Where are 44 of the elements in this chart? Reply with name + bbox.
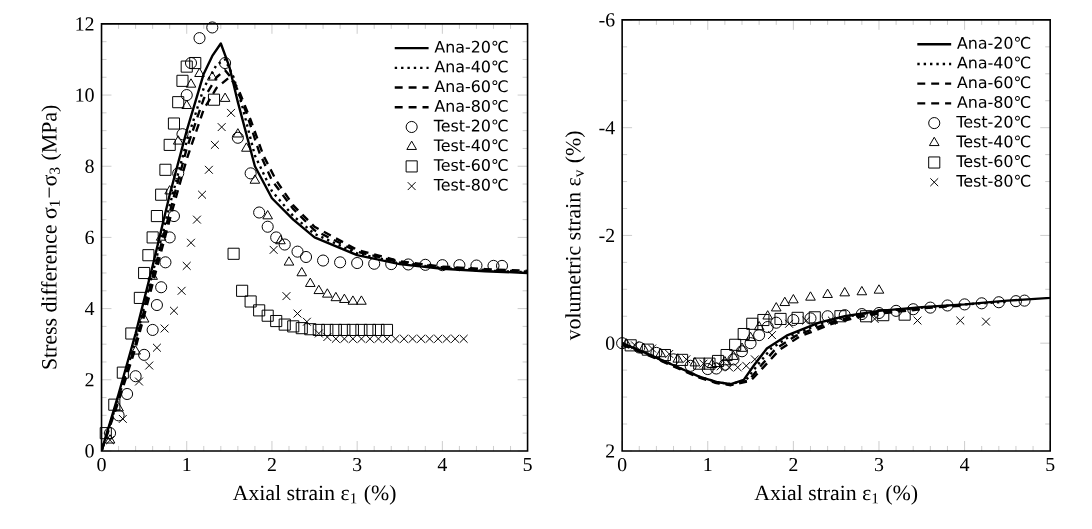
y-tick-label: 4: [84, 302, 95, 316]
x-tick-label: 4: [960, 458, 970, 472]
x-tick-label: 5: [523, 458, 532, 472]
x-tick-label: 3: [874, 458, 884, 472]
x-tick-label: 5: [1046, 458, 1055, 472]
legend-label: Test-20℃: [956, 115, 1031, 128]
legend-label: Test-20℃: [433, 119, 508, 132]
x-tick-label: 0: [97, 458, 106, 472]
x-tick-label: 1: [704, 458, 712, 472]
legend-label: Ana-60℃: [957, 76, 1031, 89]
x-tick-label: 1: [183, 458, 191, 472]
y-tick-label: -4: [599, 121, 615, 135]
legend-label: Test-40℃: [433, 139, 508, 152]
x-tick-label: 2: [789, 458, 798, 472]
y-tick-label: -6: [599, 13, 615, 27]
y-axis-title: Stress difference σ$_{1}$−σ$_{3}$ (MPa): [41, 105, 62, 369]
y-tick-label: 0: [605, 336, 615, 351]
x-tick-label: 2: [267, 458, 276, 472]
legend-label: Ana-60℃: [434, 80, 508, 93]
y-tick-label: 2: [85, 373, 94, 387]
y-tick-label: -2: [599, 229, 615, 243]
x-tick-label: 4: [437, 458, 448, 472]
legend-label: Ana-20℃: [957, 37, 1031, 50]
legend-label: Ana-80℃: [434, 100, 508, 113]
legend-label: Test-80℃: [956, 175, 1031, 188]
y-tick-label: 0: [85, 444, 94, 458]
legend-label: Ana-40℃: [434, 60, 508, 73]
x-tick-label: 0: [617, 458, 627, 472]
y-axis-title: volumetric strain ε$_{v}$ (%): [565, 131, 585, 341]
y-tick-label: 10: [76, 88, 94, 102]
y-tick-label: 2: [606, 444, 615, 458]
y-tick-label: 8: [85, 159, 94, 174]
x-axis-title: Axial strain ε$_{1}$ (%): [754, 485, 918, 505]
legend-label: Test-80℃: [433, 178, 508, 191]
legend-label: Ana-20℃: [434, 40, 508, 53]
legend-label: Ana-80℃: [957, 96, 1031, 109]
y-tick-label: 12: [76, 17, 94, 31]
x-tick-label: 3: [353, 458, 362, 472]
y-tick-label: 6: [85, 230, 94, 245]
legend-label: Ana-40℃: [957, 56, 1031, 69]
legend-label: Test-40℃: [956, 135, 1031, 148]
x-axis-title: Axial strain ε$_{1}$ (%): [232, 485, 396, 505]
legend-label: Test-60℃: [433, 159, 508, 172]
legend-label: Test-60℃: [956, 155, 1031, 168]
